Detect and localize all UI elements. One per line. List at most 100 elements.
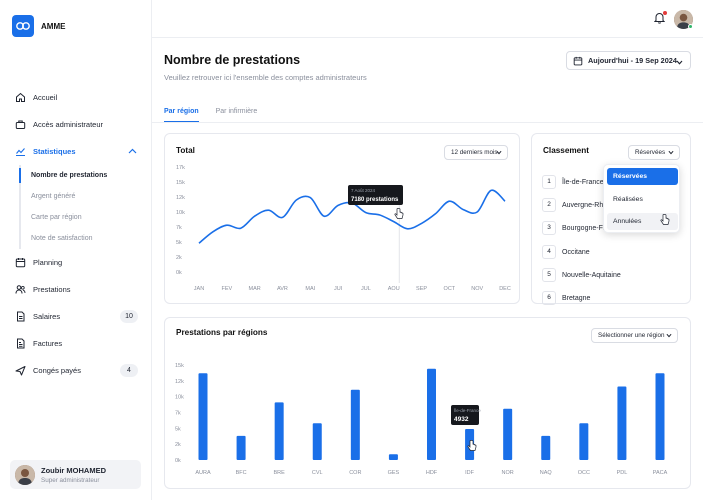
x-tick-label: IDF <box>465 470 475 476</box>
tooltip-value: 4932 <box>454 416 469 423</box>
sidebar-item-prestations[interactable]: Prestations <box>0 276 152 303</box>
plane-icon <box>15 365 26 376</box>
tab-par-region[interactable]: Par région <box>164 108 199 123</box>
sidebar-item-label: Congés payés <box>33 366 81 375</box>
sidebar-item-acces-administrateur[interactable]: Accès administrateur <box>0 111 152 138</box>
ranking-filter-label: Réservées <box>635 149 666 156</box>
brand-logo[interactable]: AMME <box>12 15 65 37</box>
y-tick-label: 10k <box>175 395 184 401</box>
y-tick-label: 15k <box>176 180 185 186</box>
sidebar-item-label: Prestations <box>33 285 71 294</box>
sidebar-item-label: Accueil <box>33 93 58 102</box>
chevron-down-icon <box>666 333 672 340</box>
region-select[interactable]: Sélectionner une région <box>591 328 678 343</box>
x-tick-label: OCC <box>578 470 590 476</box>
rank-number: 5 <box>542 268 556 282</box>
tooltip-box <box>451 405 479 425</box>
chevron-up-icon[interactable] <box>128 147 137 156</box>
dropdown-option-realisees[interactable]: Réalisées <box>613 196 643 203</box>
y-tick-label: 17k <box>176 165 185 171</box>
sidebar-item-factures[interactable]: Factures <box>0 330 152 357</box>
notification-bell-icon[interactable] <box>653 12 666 26</box>
bar <box>427 368 436 460</box>
header-divider <box>152 37 703 38</box>
ranking-card-title: Classement <box>543 146 589 155</box>
sidebar-item-conges-payes[interactable]: Congés payés 4 <box>0 357 152 384</box>
subnav-nombre-de-prestations[interactable]: Nombre de prestations <box>19 165 152 186</box>
tooltip-label: Île-de-France <box>453 407 481 413</box>
sidebar-item-accueil[interactable]: Accueil <box>0 84 152 111</box>
y-tick-label: 0k <box>175 458 181 464</box>
sidebar-item-label: Statistiques <box>33 147 76 156</box>
rank-number: 3 <box>542 221 556 235</box>
y-tick-label: 5k <box>176 240 182 246</box>
ranking-item[interactable]: 1 Île-de-France <box>542 175 604 189</box>
subnav-argent-genere[interactable]: Argent généré <box>31 193 76 200</box>
chevron-down-icon <box>668 150 674 157</box>
subnav-note-de-satisfaction[interactable]: Note de satisfaction <box>31 235 93 242</box>
bar <box>236 435 246 460</box>
x-tick-label: PDL <box>617 470 628 476</box>
tooltip-date: 7 Août 2024 <box>351 188 376 193</box>
total-card <box>164 133 520 304</box>
sidebar-item-planning[interactable]: Planning <box>0 249 152 276</box>
dropdown-option-annulees[interactable]: Annulées <box>607 213 678 230</box>
bar <box>312 423 322 460</box>
x-tick-label: NOR <box>502 470 514 476</box>
ranking-filter-select[interactable]: Réservées <box>628 145 680 160</box>
rank-number: 6 <box>542 291 556 305</box>
y-tick-label: 2k <box>175 442 181 448</box>
bar <box>465 428 475 460</box>
chevron-down-icon <box>676 58 683 67</box>
tab-par-infirmiere[interactable]: Par infirmière <box>215 108 258 115</box>
ranking-item[interactable]: 2 Auvergne-Rhône-Alpes <box>542 198 635 212</box>
pointer-cursor-icon <box>467 440 477 451</box>
dropdown-option-reservees[interactable]: Réservées <box>607 168 678 185</box>
user-name: Zoubir MOHAMED <box>41 465 106 475</box>
period-select-label: 12 derniers mois <box>451 149 498 156</box>
y-tick-label: 7k <box>176 225 182 231</box>
y-tick-label: 2k <box>176 255 182 261</box>
sidebar-item-statistiques[interactable]: Statistiques <box>0 138 152 165</box>
user-role: Super administrateur <box>41 476 100 484</box>
cursor-shape <box>394 208 404 219</box>
bar <box>655 373 665 460</box>
ranking-item[interactable]: 4 Occitane <box>542 245 590 259</box>
x-tick-label: AURA <box>195 470 211 476</box>
ranking-item[interactable]: 5 Nouvelle-Aquitaine <box>542 268 621 282</box>
sidebar-item-label: Salaires <box>33 312 61 321</box>
x-tick-label: NOV <box>471 286 483 292</box>
user-card[interactable]: Zoubir MOHAMED Super administrateur <box>10 460 141 489</box>
x-tick-label: BFC <box>236 470 247 476</box>
ranking-filter-dropdown: Réservées Réalisées Annulées <box>603 164 680 233</box>
x-tick-label: BRE <box>274 470 286 476</box>
invoice-icon <box>15 338 26 349</box>
page-title: Nombre de prestations <box>164 53 301 67</box>
date-picker-button[interactable]: Aujourd'hui - 19 Sep 2024 <box>566 51 691 70</box>
x-tick-label: SEP <box>416 286 427 292</box>
y-tick-label: 0k <box>176 270 182 276</box>
x-tick-label: PACA <box>653 470 668 476</box>
x-tick-label: DEC <box>499 286 511 292</box>
ranking-item[interactable]: 6 Bretagne <box>542 291 590 305</box>
period-select[interactable]: 12 derniers mois <box>444 145 508 160</box>
cursor-shape <box>467 440 477 451</box>
sidebar-item-salaires[interactable]: Salaires 10 <box>0 303 152 330</box>
rank-label: Auvergne-Rhône-Alpes <box>562 201 635 209</box>
subnav-carte-par-region[interactable]: Carte par région <box>31 214 82 221</box>
x-tick-label: OCT <box>444 286 456 292</box>
x-tick-label: MAI <box>305 286 315 292</box>
x-tick-label: FEV <box>221 286 232 292</box>
x-tick-label: AOU <box>388 286 400 292</box>
region-select-label: Sélectionner une région <box>598 332 665 339</box>
sidebar-item-label: Planning <box>33 258 63 267</box>
tooltip-value: 7180 prestations <box>351 197 399 203</box>
sidebar: AMME Accueil Accès administrateur Statis… <box>0 0 152 500</box>
briefcase-icon <box>15 119 26 130</box>
avatar <box>15 464 35 485</box>
sidebar-item-label: Factures <box>33 339 63 348</box>
bar <box>541 435 551 460</box>
bar <box>350 389 360 460</box>
tooltip-box <box>348 185 403 205</box>
chart-line-icon <box>15 146 26 157</box>
